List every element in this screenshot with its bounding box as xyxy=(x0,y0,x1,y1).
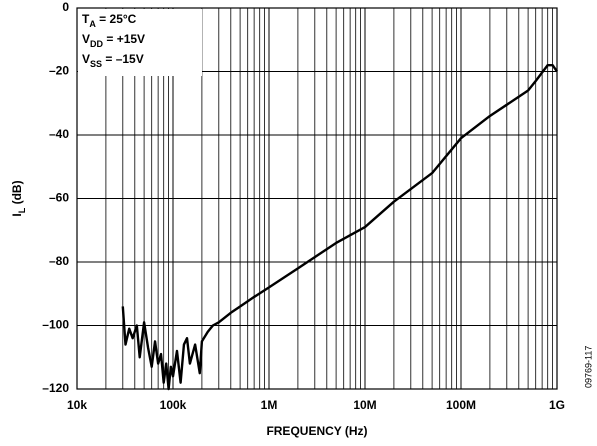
y-axis-label-sub: L xyxy=(17,207,27,213)
x-tick-label: 10k xyxy=(67,398,87,412)
y-tick-label: 0 xyxy=(62,0,69,14)
x-axis-label: FREQUENCY (Hz) xyxy=(266,424,367,438)
annotation-main: V xyxy=(82,32,90,46)
y-tick-label: –20 xyxy=(49,64,69,78)
annotation: VSS = –15V xyxy=(82,52,144,69)
y-axis-label: IL (dB) xyxy=(10,180,27,216)
annotation-main: V xyxy=(82,52,90,66)
x-tick-label: 1G xyxy=(549,398,565,412)
annotation-rest: = –15V xyxy=(102,52,144,66)
x-tick-label: 100M xyxy=(446,398,476,412)
annotation-sub: DD xyxy=(90,39,103,49)
plot-frame xyxy=(76,7,558,390)
annotation-rest: = 25°C xyxy=(96,12,137,26)
x-tick-label: 1M xyxy=(261,398,278,412)
annotation: VDD = +15V xyxy=(82,32,145,49)
y-tick-label: –40 xyxy=(49,127,69,141)
y-tick-label: –120 xyxy=(42,381,69,395)
y-axis-label-group: IL (dB) xyxy=(10,180,27,216)
y-axis-label-rest: (dB) xyxy=(10,180,24,207)
x-tick-label: 10M xyxy=(353,398,376,412)
legend-box xyxy=(78,9,202,76)
annotation-sub: SS xyxy=(90,59,102,69)
footnote: 09769-117 xyxy=(583,346,593,388)
annotation-sub: A xyxy=(89,19,96,29)
y-tick-label: –60 xyxy=(49,191,69,205)
y-tick-label: –100 xyxy=(42,318,69,332)
annotation: TA = 25°C xyxy=(82,12,137,29)
annotation-main: T xyxy=(82,12,90,26)
annotation-rest: = +15V xyxy=(103,32,145,46)
y-axis-label-main: I xyxy=(10,213,24,216)
y-tick-label: –80 xyxy=(49,254,69,268)
x-tick-label: 100k xyxy=(160,398,187,412)
data-line xyxy=(121,63,558,391)
